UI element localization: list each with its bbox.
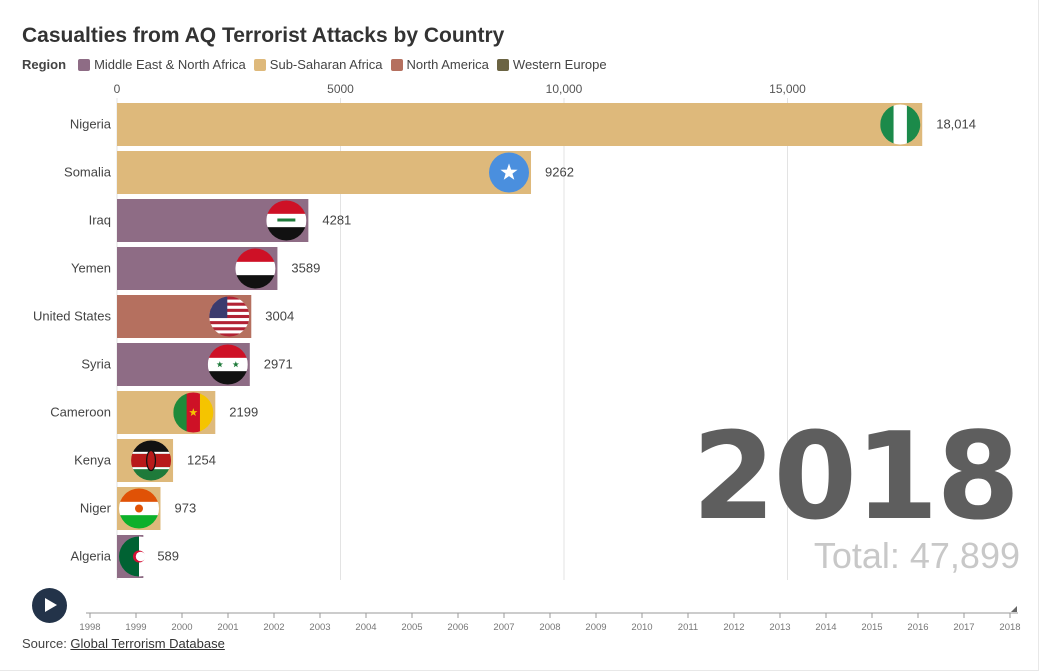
value-label: 2199 bbox=[229, 405, 258, 420]
bar-row-somalia[interactable]: Somalia 9262 bbox=[64, 151, 574, 194]
category-label: Yemen bbox=[71, 261, 111, 276]
timeline-year-label[interactable]: 2016 bbox=[907, 622, 928, 633]
category-label: Algeria bbox=[71, 549, 112, 564]
timeline-year-label[interactable]: 1999 bbox=[125, 622, 146, 633]
timeline-year-label[interactable]: 2017 bbox=[953, 622, 974, 633]
x-tick-label: 10,000 bbox=[546, 82, 583, 96]
cameroon-flag-icon bbox=[173, 392, 214, 433]
source-note: Source: Global Terrorism Database bbox=[22, 636, 225, 651]
legend-item-sub-saharan[interactable]: Sub-Saharan Africa bbox=[253, 57, 383, 72]
chart-title: Casualties from AQ Terrorist Attacks by … bbox=[22, 24, 505, 47]
bar-row-iraq[interactable]: Iraq 4281 bbox=[89, 199, 352, 242]
united-states-flag-icon bbox=[209, 296, 250, 337]
timeline-year-label[interactable]: 1998 bbox=[79, 622, 100, 633]
legend-item-north-america[interactable]: North America bbox=[390, 57, 489, 72]
legend-title: Region bbox=[22, 57, 67, 72]
play-button[interactable] bbox=[32, 588, 67, 623]
category-label: Niger bbox=[80, 501, 112, 516]
kenya-flag-icon bbox=[131, 440, 172, 481]
value-label: 1254 bbox=[187, 453, 216, 468]
timeline-year-label[interactable]: 2003 bbox=[309, 622, 330, 633]
category-label: Kenya bbox=[74, 453, 112, 468]
timeline-year-label[interactable]: 2018 bbox=[999, 622, 1020, 633]
legend-swatch bbox=[390, 58, 403, 71]
legend: Region Middle East & North Africa Sub-Sa… bbox=[22, 57, 615, 72]
timeline-handle[interactable] bbox=[1011, 606, 1017, 612]
bar-row-nigeria[interactable]: Nigeria 18,014 bbox=[70, 103, 976, 146]
timeline-year-label[interactable]: 2001 bbox=[217, 622, 238, 633]
current-year: 2018 bbox=[692, 408, 1020, 547]
bar-row-algeria[interactable]: Algeria 589 bbox=[71, 535, 180, 578]
legend-item-middle-east[interactable]: Middle East & North Africa bbox=[78, 57, 246, 72]
x-tick-label: 5000 bbox=[327, 82, 354, 96]
timeline-year-label[interactable]: 2014 bbox=[815, 622, 836, 633]
value-label: 18,014 bbox=[936, 117, 976, 132]
bar[interactable] bbox=[117, 151, 532, 194]
nigeria-flag-icon bbox=[880, 104, 921, 145]
value-label: 2971 bbox=[264, 357, 293, 372]
x-tick-label: 0 bbox=[114, 82, 121, 96]
bar-row-united-states[interactable]: United States 3004 bbox=[33, 295, 294, 338]
legend-label: Middle East & North Africa bbox=[94, 57, 246, 72]
somalia-flag-icon bbox=[489, 152, 530, 193]
timeline-year-label[interactable]: 2011 bbox=[678, 622, 698, 633]
value-label: 4281 bbox=[322, 213, 351, 228]
category-label: Syria bbox=[81, 357, 111, 372]
timeline-year-label[interactable]: 2015 bbox=[861, 622, 882, 633]
bar-row-syria[interactable]: Syria 2971 bbox=[81, 343, 293, 386]
legend-label: North America bbox=[406, 57, 489, 72]
value-label: 9262 bbox=[545, 165, 574, 180]
niger-flag-icon bbox=[119, 488, 159, 529]
bar[interactable] bbox=[117, 103, 923, 146]
category-label: Cameroon bbox=[50, 405, 111, 420]
timeline-year-label[interactable]: 2005 bbox=[401, 622, 422, 633]
timeline-year-label[interactable]: 2013 bbox=[769, 622, 790, 633]
total-casualties: Total: 47,899 bbox=[813, 535, 1020, 576]
value-label: 3589 bbox=[291, 261, 320, 276]
legend-item-western-europe[interactable]: Western Europe bbox=[496, 57, 607, 72]
timeline-year-label[interactable]: 2010 bbox=[631, 622, 652, 633]
timeline-year-label[interactable]: 2000 bbox=[171, 622, 192, 633]
yemen-flag-icon bbox=[235, 248, 276, 289]
iraq-flag-icon bbox=[266, 200, 307, 241]
play-icon bbox=[45, 598, 57, 612]
legend-swatch bbox=[78, 58, 91, 71]
bar-row-cameroon[interactable]: Cameroon 2199 bbox=[50, 391, 258, 434]
category-label: Iraq bbox=[89, 213, 111, 228]
bar-row-yemen[interactable]: Yemen 3589 bbox=[71, 247, 320, 290]
timeline-year-label[interactable]: 2012 bbox=[723, 622, 744, 633]
bar-row-niger[interactable]: Niger 973 bbox=[80, 487, 196, 530]
value-label: 973 bbox=[174, 501, 196, 516]
timeline-year-label[interactable]: 2007 bbox=[493, 622, 514, 633]
category-label: Nigeria bbox=[70, 117, 112, 132]
legend-swatch bbox=[496, 58, 509, 71]
value-label: 3004 bbox=[265, 309, 294, 324]
legend-label: Western Europe bbox=[512, 57, 607, 72]
timeline-year-label[interactable]: 2009 bbox=[585, 622, 606, 633]
timeline-year-label[interactable]: 2008 bbox=[539, 622, 560, 633]
x-tick-label: 15,000 bbox=[769, 82, 806, 96]
category-label: United States bbox=[33, 309, 112, 324]
bar-row-kenya[interactable]: Kenya 1254 bbox=[74, 439, 216, 482]
algeria-flag-icon bbox=[119, 536, 159, 577]
source-link[interactable]: Global Terrorism Database bbox=[70, 636, 225, 651]
timeline-year-label[interactable]: 2002 bbox=[263, 622, 284, 633]
timeline-year-label[interactable]: 2006 bbox=[447, 622, 468, 633]
category-label: Somalia bbox=[64, 165, 112, 180]
timeline-year-label[interactable]: 2004 bbox=[355, 622, 376, 633]
source-prefix: Source: bbox=[22, 636, 71, 651]
legend-label: Sub-Saharan Africa bbox=[269, 57, 383, 72]
legend-swatch bbox=[253, 58, 266, 71]
value-label: 589 bbox=[157, 549, 179, 564]
syria-flag-icon bbox=[207, 344, 248, 385]
